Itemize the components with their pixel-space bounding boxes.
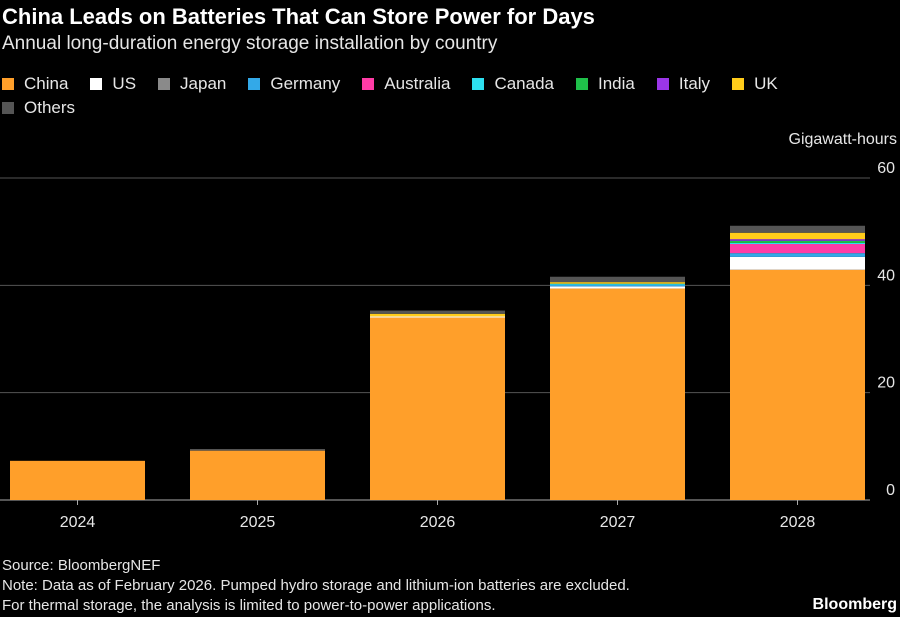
legend-swatch (2, 78, 14, 90)
bar-uk-2026 (370, 313, 505, 317)
chart-title: China Leads on Batteries That Can Store … (2, 4, 595, 29)
legend-swatch (248, 78, 261, 90)
legend-item-others: Others (2, 96, 75, 120)
legend-label: Australia (384, 74, 451, 93)
bar-others-2027 (550, 276, 685, 283)
legend-swatch (362, 78, 375, 90)
bar-germany-2028 (730, 253, 865, 257)
bar-china-2027 (550, 288, 685, 500)
bar-uk-2028 (730, 232, 865, 240)
y-tick-label: 40 (877, 267, 895, 284)
source-text: Source: BloombergNEF (2, 557, 161, 574)
legend-item-india: India (576, 72, 635, 96)
bar-india-2028 (730, 240, 865, 243)
legend-swatch (732, 78, 745, 90)
legend-item-canada: Canada (472, 72, 554, 96)
legend-label: Canada (494, 74, 554, 93)
y-tick-label: 0 (886, 482, 895, 499)
bar-china-2026 (370, 317, 505, 500)
y-tick-label: 60 (877, 160, 895, 177)
bar-us-2026 (370, 316, 505, 318)
legend-label: Germany (270, 74, 341, 93)
bar-others-2025 (190, 449, 325, 451)
y-tick-label: 20 (877, 375, 895, 392)
note-text: Note: Data as of February 2026. Pumped h… (2, 577, 630, 594)
footer-notes: Source: BloombergNEF Note: Data as of Fe… (2, 556, 630, 616)
chart-subtitle: Annual long-duration energy storage inst… (2, 33, 498, 54)
x-tick-label: 2027 (600, 514, 636, 530)
bar-china-2024 (10, 460, 145, 500)
legend-label: Others (24, 98, 76, 117)
x-tick-label: 2026 (420, 514, 456, 530)
legend: China US Japan Germany Australia Canada India I… (2, 72, 872, 120)
legend-item-uk: UK (732, 72, 778, 96)
bar-china-2025 (190, 450, 325, 500)
legend-item-us: US (90, 72, 136, 96)
bar-uk-2027 (550, 282, 685, 284)
x-tick-label: 2025 (240, 514, 276, 530)
legend-swatch (656, 78, 669, 90)
bar-us-2027 (550, 286, 685, 289)
x-tick-label: 2028 (780, 514, 816, 530)
y-axis-label: Gigawatt-hours (788, 131, 898, 148)
legend-label: China (24, 74, 69, 93)
bar-us-2028 (730, 256, 865, 270)
chart-plot: 0 20 40 60 2024 2025 2026 2027 2028 (0, 160, 895, 530)
bar-others-2026 (370, 310, 505, 314)
bar-china-2028 (730, 269, 865, 500)
legend-item-china: China (2, 72, 68, 96)
legend-label: UK (754, 74, 778, 93)
legend-swatch (158, 78, 171, 90)
bar-italy-2028 (730, 239, 865, 241)
legend-swatch (90, 78, 103, 90)
bloomberg-logo: Bloomberg (812, 596, 897, 613)
legend-item-italy: Italy (656, 72, 711, 96)
bar-germany-2027 (550, 284, 685, 287)
note-text: For thermal storage, the analysis is lim… (2, 597, 496, 614)
bar-canada-2028 (730, 242, 865, 245)
legend-swatch (472, 78, 485, 90)
legend-item-japan: Japan (158, 72, 226, 96)
bar-others-2028 (730, 225, 865, 233)
legend-item-germany: Germany (248, 72, 340, 96)
legend-swatch (576, 78, 588, 90)
legend-label: Italy (678, 74, 711, 93)
bar-australia-2028 (730, 244, 865, 254)
bar-canada-2027 (550, 283, 685, 285)
legend-label: US (112, 74, 137, 93)
legend-swatch (2, 102, 14, 114)
legend-label: India (598, 74, 635, 93)
legend-label: Japan (180, 74, 227, 93)
legend-item-australia: Australia (362, 72, 450, 96)
x-tick-label: 2024 (60, 514, 96, 530)
